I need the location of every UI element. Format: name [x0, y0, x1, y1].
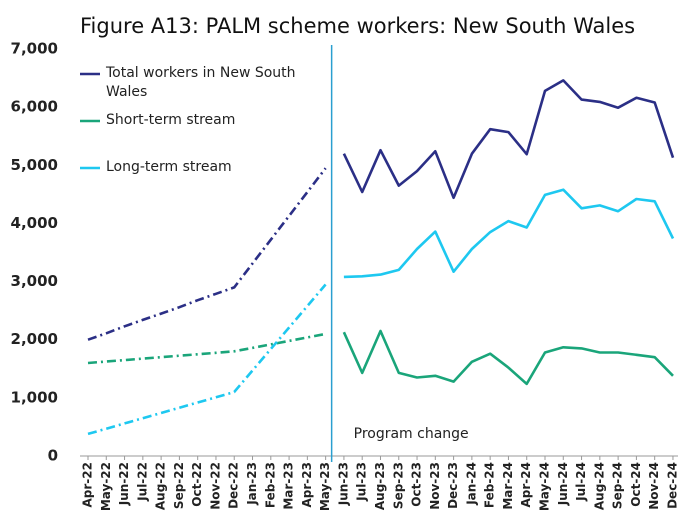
series-line: [342, 79, 675, 200]
x-tick-label: Aug-24: [592, 462, 606, 510]
series-line: [87, 332, 326, 365]
x-tick-label: Nov-23: [428, 462, 442, 510]
x-tick-label: Jul-23: [355, 462, 369, 502]
x-tick-label: Jun-24: [556, 462, 570, 506]
x-tick-label: Apr-24: [519, 462, 533, 507]
y-tick-label: 7,000: [11, 40, 58, 58]
legend-label: Short-term stream: [106, 112, 236, 128]
x-tick-label: May-22: [99, 462, 113, 511]
annotation: Program change: [353, 426, 469, 442]
series-line: [343, 188, 675, 279]
x-tick-label: Sep-24: [611, 462, 625, 509]
x-tick-label: Sep-23: [391, 462, 405, 509]
y-tick-label: 1,000: [11, 388, 58, 406]
y-tick-label: 6,000: [11, 98, 58, 116]
legend-label: Total workers in New South Wales: [106, 65, 296, 100]
x-tick-label: Feb-24: [483, 462, 497, 508]
x-tick-label: Mar-23: [282, 462, 296, 510]
series-line: [87, 283, 327, 436]
series-line: [87, 167, 327, 341]
x-tick-label: Jan-24: [464, 462, 478, 506]
y-tick-label: 4,000: [11, 214, 58, 232]
x-tick-label: Jun-23: [336, 462, 350, 506]
chart-title: Figure A13: PALM scheme workers: New Sou…: [80, 14, 636, 38]
y-tick-label: 5,000: [11, 156, 58, 174]
x-tick-label: Jul-24: [574, 462, 588, 502]
x-tick-label: Dec-23: [446, 462, 460, 509]
x-tick-label: Nov-22: [208, 462, 222, 510]
x-tick-label: Nov-24: [647, 462, 661, 510]
x-tick-label: May-23: [318, 462, 332, 511]
x-tick-label: Oct-22: [190, 462, 204, 507]
x-tick-label: Jun-22: [117, 462, 131, 506]
x-tick-label: Apr-23: [300, 462, 314, 507]
legend-label: Long-term stream: [106, 159, 232, 175]
x-tick-label: Apr-22: [81, 462, 95, 507]
x-tick-label: Oct-24: [629, 462, 643, 507]
x-tick-label: May-24: [538, 462, 552, 511]
x-tick-label: Aug-22: [154, 462, 168, 510]
x-tick-label: Feb-23: [263, 462, 277, 508]
x-tick-label: Sep-22: [172, 462, 186, 509]
series-line: [342, 329, 674, 386]
x-tick-label: Aug-23: [373, 462, 387, 510]
y-tick-label: 3,000: [11, 272, 58, 290]
y-tick-label: 0: [48, 447, 58, 465]
x-tick-label: Jan-23: [245, 462, 259, 506]
x-tick-label: Mar-24: [501, 462, 515, 510]
x-tick-label: Jul-22: [135, 462, 149, 502]
x-tick-label: Dec-24: [665, 462, 678, 509]
x-tick-label: Dec-22: [227, 462, 241, 509]
y-tick-label: 2,000: [11, 330, 58, 348]
x-tick-label: Oct-23: [410, 462, 424, 507]
